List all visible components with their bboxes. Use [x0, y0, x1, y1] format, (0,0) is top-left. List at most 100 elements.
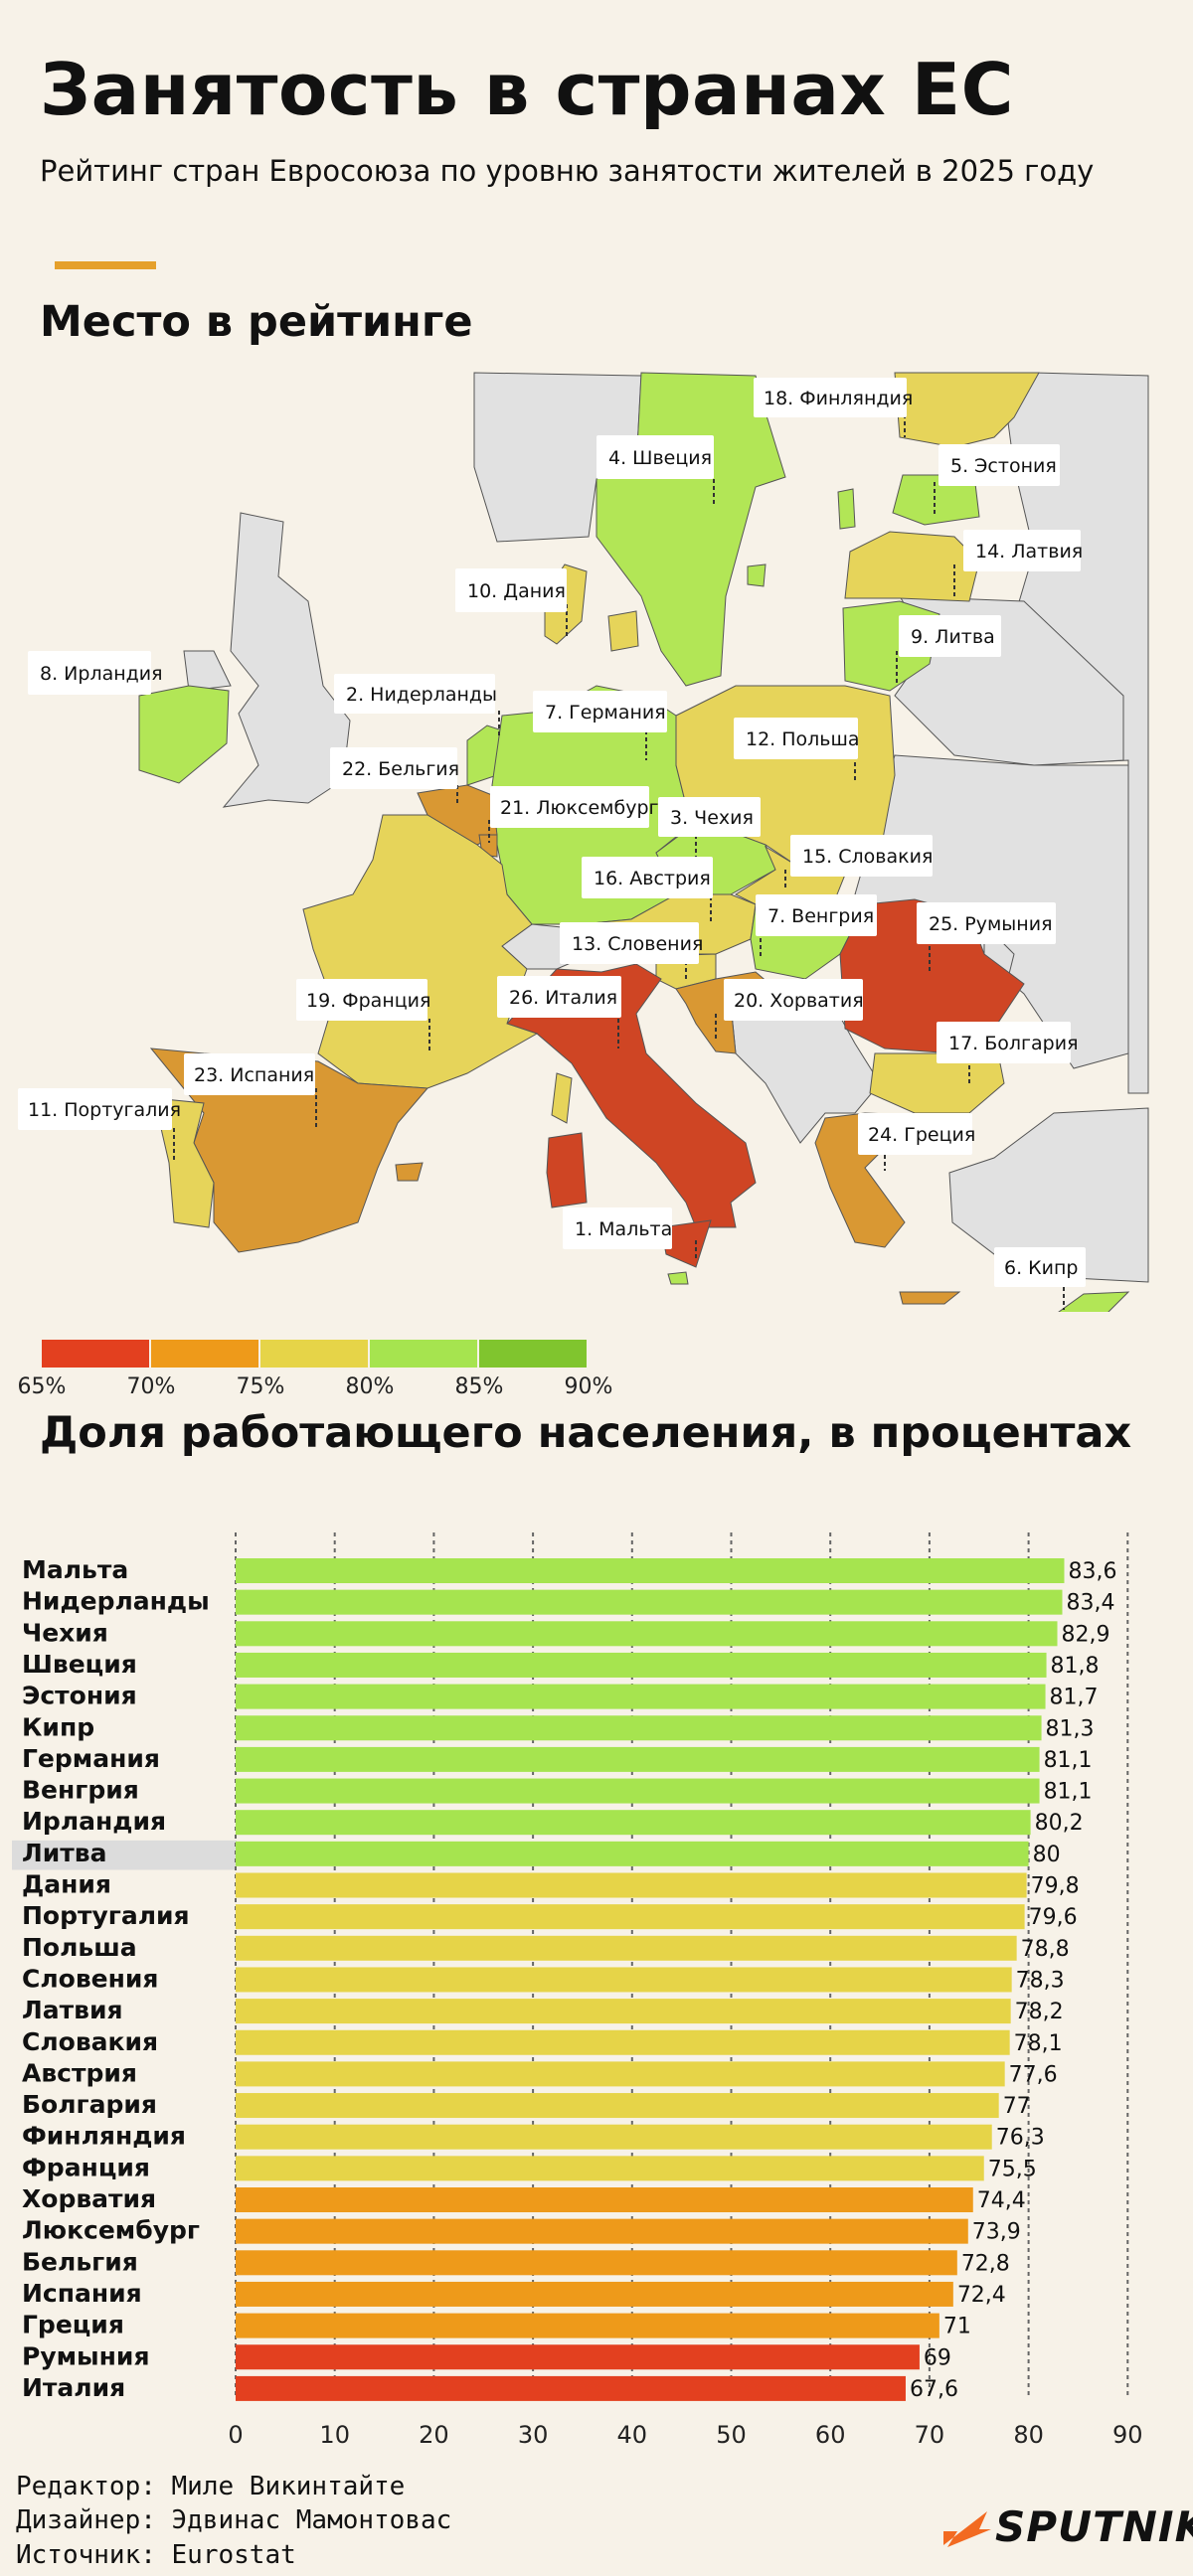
category-label: Швеция [22, 1650, 137, 1679]
bar [236, 1589, 1063, 1615]
corsica-shape [551, 1072, 573, 1124]
map-label-sweden: 4. Швеция [596, 435, 714, 479]
category-label: Литва [22, 1839, 106, 1867]
category-label: Финляндия [22, 2122, 186, 2151]
legend-tick-label: 75% [237, 1374, 285, 1399]
page-subtitle: Рейтинг стран Евросоюза по уровню занято… [40, 154, 1095, 188]
crete-shape [899, 1291, 961, 1305]
bar [236, 2029, 1010, 2055]
bar [236, 1715, 1042, 1741]
category-label: Германия [22, 1744, 160, 1773]
bar [236, 1967, 1012, 1993]
category-label: Австрия [22, 2058, 137, 2087]
portugal-shape [153, 1097, 215, 1228]
category-label: Франция [22, 2153, 150, 2181]
legend-swatch [151, 1340, 258, 1368]
svg-text:17. Болгария: 17. Болгария [948, 1033, 1079, 1054]
svg-text:22. Бельгия: 22. Бельгия [342, 758, 459, 780]
map-label-luxembourg: 21. Люксембург [490, 786, 659, 828]
bar [236, 2124, 992, 2150]
value-label: 83,6 [1068, 1559, 1116, 1584]
category-label: Румыния [22, 2341, 150, 2370]
map-label-denmark: 10. Дания [455, 568, 567, 612]
value-label: 79,6 [1029, 1905, 1078, 1930]
value-label: 78,1 [1014, 2031, 1063, 2056]
category-label: Португалия [22, 1901, 190, 1930]
map-label-italy: 26. Италия [497, 976, 621, 1018]
value-label: 72,8 [961, 2251, 1010, 2276]
svg-text:19. Франция: 19. Франция [306, 990, 430, 1012]
svg-text:15. Словакия: 15. Словакия [802, 846, 933, 868]
bar [236, 1778, 1040, 1804]
northern-ireland-shape [183, 650, 232, 692]
svg-text:14. Латвия: 14. Латвия [975, 541, 1083, 563]
bar [236, 2375, 906, 2401]
bar [236, 1746, 1040, 1772]
map-label-netherlands: 2. Нидерланды [334, 674, 497, 714]
x-tick-label: 40 [617, 2421, 648, 2449]
bar [236, 1810, 1031, 1836]
aland-shape [837, 488, 856, 530]
svg-text:6. Кипр: 6. Кипр [1004, 1257, 1079, 1279]
svg-text:21. Люксембург: 21. Люксембург [500, 797, 659, 819]
value-label: 67,6 [910, 2377, 958, 2402]
x-tick-label: 70 [915, 2421, 945, 2449]
svg-text:2. Нидерланды: 2. Нидерланды [346, 684, 497, 706]
value-label: 81,7 [1050, 1686, 1099, 1710]
cyprus-shape [1058, 1291, 1130, 1312]
sputnik-logo-text: SPUTNIK [995, 2502, 1193, 2551]
svg-text:24. Греция: 24. Греция [868, 1124, 975, 1146]
svg-text:3. Чехия: 3. Чехия [670, 807, 754, 829]
gotland-shape [747, 564, 767, 587]
x-tick-label: 80 [1013, 2421, 1044, 2449]
map-label-greece: 24. Греция [858, 1113, 975, 1155]
bar [236, 2061, 1005, 2087]
legend-swatch [42, 1340, 149, 1368]
legend-tick-label: 80% [346, 1374, 395, 1399]
credits: Редактор: Миле Викинтайте Дизайнер: Эдви… [16, 2470, 451, 2572]
map-label-france: 19. Франция [296, 979, 430, 1021]
category-label: Болгария [22, 2090, 157, 2119]
category-label: Польша [22, 1933, 137, 1962]
category-label: Испания [22, 2279, 142, 2308]
category-label: Кипр [22, 1712, 94, 1741]
svg-text:10. Дания: 10. Дания [467, 580, 566, 602]
category-label: Чехия [22, 1618, 108, 1647]
bar [236, 2250, 957, 2276]
svg-text:8. Ирландия: 8. Ирландия [40, 663, 163, 685]
svg-text:12. Польша: 12. Польша [746, 728, 860, 750]
svg-text:16. Австрия: 16. Австрия [594, 868, 711, 889]
value-label: 69 [924, 2345, 951, 2370]
map-label-hungary: 7. Венгрия [756, 894, 877, 936]
svg-text:11. Португалия: 11. Португалия [28, 1099, 181, 1121]
svg-text:20. Хорватия: 20. Хорватия [734, 990, 864, 1012]
map-shapes [138, 372, 1149, 1312]
bar [236, 2218, 968, 2244]
sputnik-logo: SPUTNIK [939, 2502, 1193, 2551]
map-label-poland: 12. Польша [734, 718, 860, 759]
map-label-austria: 16. Австрия [582, 857, 713, 898]
chart-heading: Доля работающего населения, в процентах [40, 1408, 1132, 1458]
svg-text:5. Эстония: 5. Эстония [950, 455, 1057, 477]
category-label: Бельгия [22, 2247, 138, 2276]
value-label: 82,9 [1062, 1622, 1110, 1647]
value-label: 81,8 [1051, 1654, 1100, 1679]
category-label: Эстония [22, 1682, 137, 1710]
source-credit: Источник: Eurostat [16, 2539, 296, 2570]
map-label-estonia: 5. Эстония [938, 444, 1060, 486]
svg-text:7. Венгрия: 7. Венгрия [767, 905, 874, 927]
value-label: 72,4 [957, 2283, 1006, 2308]
map-label-belgium: 22. Бельгия [330, 747, 459, 789]
page-title: Занятость в странах ЕС [40, 48, 1014, 131]
category-label: Словакия [22, 2027, 158, 2056]
value-label: 74,4 [977, 2188, 1026, 2213]
category-label: Люксембург [22, 2216, 200, 2245]
value-label: 77,6 [1009, 2062, 1058, 2087]
map-label-croatia: 20. Хорватия [724, 979, 864, 1021]
bar [236, 2344, 920, 2370]
map-labels: 18. Финляндия 4. Швеция 5. Эстония 14. Л… [18, 378, 1086, 1287]
category-label: Италия [22, 2373, 125, 2402]
value-label: 81,1 [1044, 1780, 1093, 1805]
x-tick-label: 50 [716, 2421, 747, 2449]
designer-credit: Дизайнер: Эдвинас Мамонтовас [16, 2505, 452, 2536]
